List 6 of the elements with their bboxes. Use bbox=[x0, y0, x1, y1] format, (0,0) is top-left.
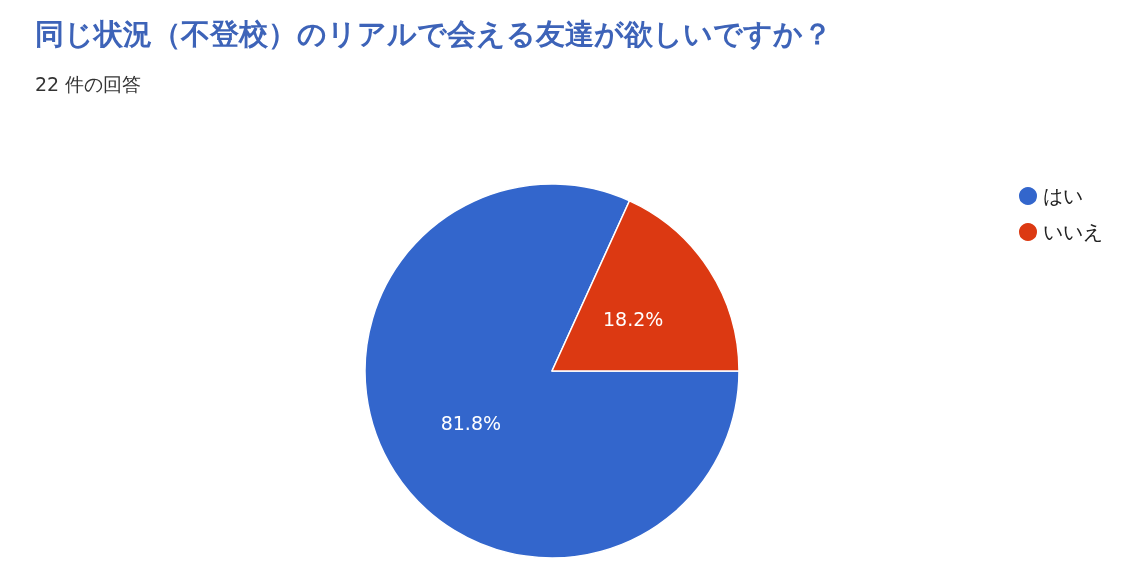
legend-label: はい bbox=[1043, 184, 1083, 208]
legend-label: いいえ bbox=[1043, 220, 1103, 244]
text: 22 件の回答 bbox=[35, 72, 142, 95]
data-label: 81.8% bbox=[440, 412, 502, 435]
data-label: 18.2% bbox=[602, 307, 664, 330]
chart-title: 同じ状況（不登校）のリアルで会える友達が欲しいですか？ bbox=[35, 16, 832, 51]
